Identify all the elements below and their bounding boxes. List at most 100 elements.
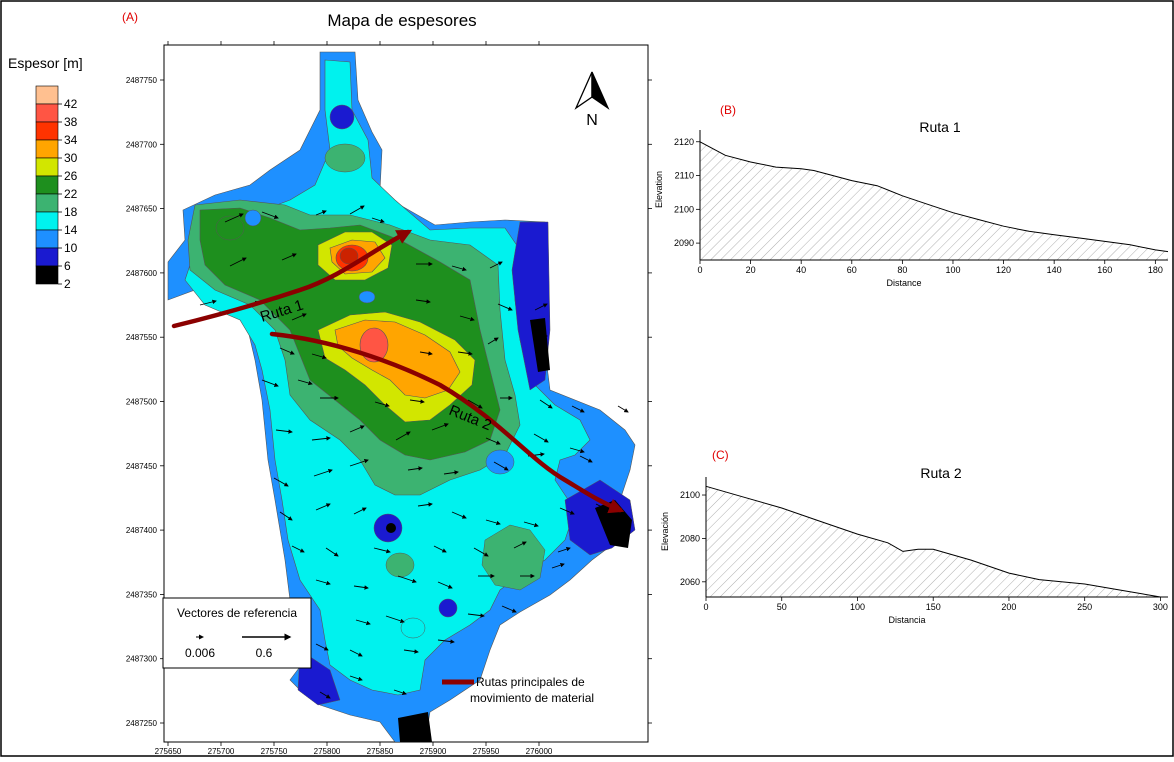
profile-y-tick-label: 2100 [674, 204, 694, 214]
legend-level-label: 6 [64, 259, 71, 273]
flow-vector [275, 429, 293, 434]
flow-vector [409, 399, 425, 404]
flow-vector [291, 545, 305, 553]
island-10m-right [485, 449, 515, 475]
profile-chart-1: (B) Ruta 1 0 20 40 60 80 100 120 140 160 180 2090 210… [654, 103, 1169, 288]
profile-y-tick-label: 2060 [680, 577, 700, 587]
legend-level-label: 18 [64, 205, 78, 219]
legend-level-label: 38 [64, 115, 78, 129]
profile-title: Ruta 1 [919, 119, 960, 135]
x-axis-tick-label: 275700 [208, 747, 235, 756]
legend-title: Espesor [m] [8, 55, 83, 71]
profile-area [700, 141, 1168, 260]
profile-y-tick-label: 2090 [674, 238, 694, 248]
flow-vector [279, 511, 293, 521]
flow-vector [569, 447, 585, 454]
flow-vector [451, 511, 467, 519]
flow-vector [319, 691, 331, 699]
profile-x-tick-label: 180 [1148, 265, 1163, 275]
flow-vector [451, 265, 467, 272]
flow-vector [487, 337, 499, 345]
profile-x-tick-label: 250 [1077, 602, 1092, 612]
x-axis-tick-label: 275950 [473, 747, 500, 756]
x-axis-tick-label: 275750 [261, 747, 288, 756]
profile-x-tick-label: 20 [746, 265, 756, 275]
north-arrow: N [574, 71, 610, 129]
flow-vector [459, 315, 475, 322]
profile-x-tick-label: 100 [850, 602, 865, 612]
flow-vector [311, 436, 331, 441]
thickness-color-legend: Espesor [m] 42 38 34 30 26 22 18 14 10 6 2 [8, 55, 83, 291]
island-18m-lower [385, 552, 415, 578]
profile-x-tick-label: 140 [1047, 265, 1062, 275]
profile-x-tick-label: 160 [1097, 265, 1112, 275]
flow-vector [315, 579, 331, 586]
profile-x-tick-label: 120 [996, 265, 1011, 275]
flow-vector [571, 405, 585, 413]
flow-vector [315, 503, 331, 511]
profile-title: Ruta 2 [920, 465, 961, 481]
y-axis-tick-label: 2487400 [126, 526, 158, 535]
flow-vector [291, 313, 307, 321]
flow-vector [557, 547, 571, 553]
profile-x-tick-label: 80 [897, 265, 907, 275]
y-axis-tick-label: 2487350 [126, 590, 158, 599]
flow-vector [407, 466, 423, 471]
y-axis-tick-label: 2487700 [126, 140, 158, 149]
reference-vectors-frame [162, 597, 312, 669]
flow-vector [415, 299, 431, 304]
flow-vector [349, 459, 369, 467]
flow-vector [579, 455, 593, 463]
profile-x-tick-label: 40 [796, 265, 806, 275]
x-axis-tick-label: 276000 [526, 747, 553, 756]
x-axis-tick-label: 275900 [420, 747, 447, 756]
profile-line [699, 141, 1169, 253]
x-axis-tick-label: 275800 [314, 747, 341, 756]
legend-level-label: 22 [64, 187, 78, 201]
profile-chart-2: (C) Ruta 2 0 50 100 150 200 250 300 2060 2080 2100 D… [660, 448, 1168, 625]
flow-vector [501, 605, 517, 613]
flow-vector [297, 379, 313, 386]
flow-vector [311, 353, 327, 360]
legend-swatch [35, 103, 59, 123]
legend-swatch [35, 265, 59, 285]
legend-swatch [35, 247, 59, 267]
reference-vectors-title: Vectores de referencia [177, 606, 297, 620]
legend-swatch [35, 157, 59, 177]
flow-vector [595, 503, 609, 511]
flow-vector [355, 619, 371, 626]
route-legend-line2: movimiento de material [470, 691, 594, 705]
flow-vector [349, 675, 363, 681]
legend-level-label: 10 [64, 241, 78, 255]
x-axis-tick-label: 275850 [367, 747, 394, 756]
flow-vector [513, 541, 527, 549]
legend-level-label: 30 [64, 151, 78, 165]
island-6m-top [329, 104, 355, 130]
flow-vector [437, 581, 453, 589]
map-title: Mapa de espesores [327, 11, 476, 30]
flow-vector [559, 507, 575, 515]
profile-x-label: Distancia [888, 615, 925, 625]
x-axis-tick-label: 275650 [155, 747, 182, 756]
y-axis-tick-label: 2487750 [126, 76, 158, 85]
legend-swatch [35, 229, 59, 249]
flow-vector [534, 303, 548, 311]
north-arrow-right [591, 71, 610, 110]
island-10m-mid [358, 290, 376, 304]
flow-vector [349, 649, 363, 657]
profile-area [706, 486, 1168, 597]
flow-vector [551, 563, 565, 569]
flow-vector [433, 545, 447, 553]
flow-vector [467, 399, 483, 409]
flow-vector [315, 210, 327, 216]
legend-swatch [35, 121, 59, 141]
y-axis-tick-label: 2487300 [126, 655, 158, 664]
flow-vector [397, 575, 417, 583]
profile-line [705, 485, 1168, 598]
contour-38m-upper [339, 247, 359, 265]
flow-vector [261, 379, 279, 387]
y-axis-tick-label: 2487500 [126, 398, 158, 407]
island-2m-center [386, 523, 396, 533]
legend-level-label: 14 [64, 223, 78, 237]
